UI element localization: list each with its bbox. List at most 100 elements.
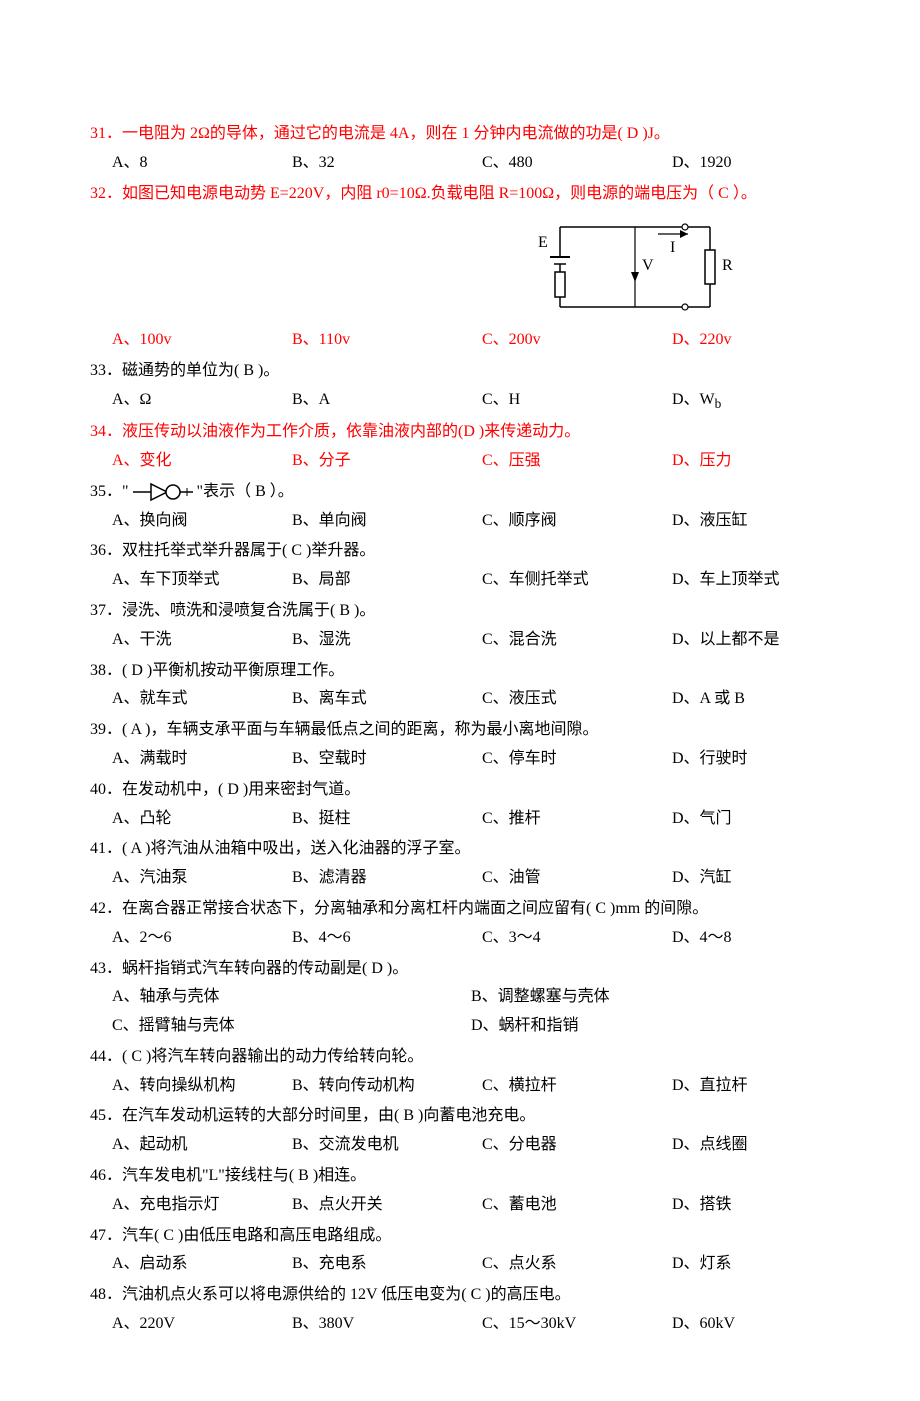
question-42: 42．在离合器正常接合状态下，分离轴承和分离杠杆内端面之间应留有( C )mm … (90, 895, 830, 953)
question-46: 46．汽车发电机"L"接线柱与( B )相连。 A、充电指示灯 B、点火开关 C… (90, 1162, 830, 1220)
question-text: 48．汽油机点火系可以将电源供给的 12V 低压电变为( C )的高压电。 (90, 1286, 571, 1303)
option-d: D、点线圈 (672, 1131, 748, 1160)
svg-text:E: E (538, 234, 548, 251)
option-b: B、点火开关 (292, 1191, 482, 1220)
option-a: A、8 (112, 149, 292, 178)
option-a: A、汽油泵 (112, 864, 292, 893)
option-c: C、混合洗 (482, 626, 672, 655)
option-c: C、480 (482, 149, 672, 178)
option-c: C、停车时 (482, 745, 672, 774)
question-33: 33．磁通势的单位为( B )。 A、Ω B、A C、H D、Wb (90, 357, 830, 416)
option-d: D、车上顶举式 (672, 566, 780, 595)
options-row: A、起动机 B、交流发电机 C、分电器 D、点线圈 (90, 1131, 830, 1160)
option-c: C、摇臂轴与壳体 (112, 1012, 471, 1041)
option-b: B、空载时 (292, 745, 482, 774)
options-row: A、100v B、110v C、200v D、220v (90, 326, 830, 355)
options-row: C、摇臂轴与壳体 D、蜗杆和指销 (90, 1012, 830, 1041)
option-b: B、调整螺塞与壳体 (471, 983, 830, 1012)
option-a: A、变化 (112, 447, 292, 476)
option-b: B、A (292, 386, 482, 416)
option-d: D、A 或 B (672, 685, 745, 714)
options-row: A、220V B、380V C、15～30kV D、60kV (90, 1310, 830, 1339)
option-a: A、220V (112, 1310, 292, 1339)
question-39: 39．( A )，车辆支承平面与车辆最低点之间的距离，称为最小离地间隙。 A、满… (90, 716, 830, 774)
options-row: A、凸轮 B、挺柱 C、推杆 D、气门 (90, 805, 830, 834)
option-d: D、以上都不是 (672, 626, 780, 655)
options-row: A、2～6 B、4～6 C、3～4 D、4～8 (90, 924, 830, 953)
question-36: 36．双柱托举式举升器属于( C )举升器。 A、车下顶举式 B、局部 C、车侧… (90, 537, 830, 595)
option-b: B、110v (292, 326, 482, 355)
option-c: C、200v (482, 326, 672, 355)
question-text: 36．双柱托举式举升器属于( C )举升器。 (90, 542, 375, 559)
option-d: D、蜗杆和指销 (471, 1012, 830, 1041)
question-text: 39．( A )，车辆支承平面与车辆最低点之间的距离，称为最小离地间隙。 (90, 721, 598, 738)
option-a: A、100v (112, 326, 292, 355)
option-d: D、气门 (672, 805, 732, 834)
options-row: A、满载时 B、空载时 C、停车时 D、行驶时 (90, 745, 830, 774)
option-a: A、Ω (112, 386, 292, 416)
option-c: C、蓄电池 (482, 1191, 672, 1220)
question-text: 33．磁通势的单位为( B )。 (90, 362, 279, 379)
question-text: 43．蜗杆指销式汽车转向器的传动副是( D )。 (90, 960, 408, 977)
svg-text:R: R (722, 257, 733, 274)
option-a: A、轴承与壳体 (112, 983, 471, 1012)
question-text: 38．( D )平衡机按动平衡原理工作。 (90, 662, 344, 679)
option-d: D、搭铁 (672, 1191, 732, 1220)
question-text: 41．( A )将汽油从油箱中吸出，送入化油器的浮子室。 (90, 840, 470, 857)
option-d: D、液压缸 (672, 507, 748, 536)
option-d: D、220v (672, 326, 732, 355)
option-d: D、60kV (672, 1310, 735, 1339)
question-text: 31．一电阻为 2Ω的导体，通过它的电流是 4A，则在 1 分钟内电流做的功是(… (90, 125, 670, 142)
options-row: A、换向阀 B、单向阀 C、顺序阀 D、液压缸 (90, 507, 830, 536)
option-b: B、单向阀 (292, 507, 482, 536)
option-b: B、充电系 (292, 1250, 482, 1279)
option-a: A、起动机 (112, 1131, 292, 1160)
option-c: C、推杆 (482, 805, 672, 834)
options-row: A、变化 B、分子 C、压强 D、压力 (90, 447, 830, 476)
option-c: C、顺序阀 (482, 507, 672, 536)
option-b: B、32 (292, 149, 482, 178)
question-32: 32．如图已知电源电动势 E=220V，内阻 r0=10Ω.负载电阻 R=100… (90, 180, 830, 356)
option-b: B、分子 (292, 447, 482, 476)
option-a: A、车下顶举式 (112, 566, 292, 595)
question-35: 35．" "表示（ B ）。 A、换向阀 B、单向阀 C、顺序阀 D、液压缸 (90, 478, 830, 536)
valve-symbol-icon (133, 480, 193, 504)
option-c: C、分电器 (482, 1131, 672, 1160)
svg-text:V: V (642, 257, 654, 274)
question-38: 38．( D )平衡机按动平衡原理工作。 A、就车式 B、离车式 C、液压式 D… (90, 657, 830, 715)
option-a: A、转向操纵机构 (112, 1072, 292, 1101)
question-41: 41．( A )将汽油从油箱中吸出，送入化油器的浮子室。 A、汽油泵 B、滤清器… (90, 835, 830, 893)
options-row: A、轴承与壳体 B、调整螺塞与壳体 (90, 983, 830, 1012)
option-c: C、车侧托举式 (482, 566, 672, 595)
option-c: C、压强 (482, 447, 672, 476)
question-text: 37．浸洗、喷洗和浸喷复合洗属于( B )。 (90, 602, 375, 619)
option-b: B、局部 (292, 566, 482, 595)
option-d: D、汽缸 (672, 864, 732, 893)
option-d: D、1920 (672, 149, 732, 178)
options-row: A、充电指示灯 B、点火开关 C、蓄电池 D、搭铁 (90, 1191, 830, 1220)
option-b: B、4～6 (292, 924, 482, 953)
option-c: C、15～30kV (482, 1310, 672, 1339)
option-a: A、凸轮 (112, 805, 292, 834)
option-b: B、转向传动机构 (292, 1072, 482, 1101)
option-a: A、2～6 (112, 924, 292, 953)
question-text: 47．汽车( C )由低压电路和高压电路组成。 (90, 1227, 391, 1244)
question-text: 34．液压传动以油液作为工作介质，依靠油液内部的(D )来传递动力。 (90, 423, 580, 440)
option-b: B、滤清器 (292, 864, 482, 893)
svg-text:I: I (670, 239, 675, 256)
question-37: 37．浸洗、喷洗和浸喷复合洗属于( B )。 A、干洗 B、湿洗 C、混合洗 D… (90, 597, 830, 655)
question-text: 46．汽车发电机"L"接线柱与( B )相连。 (90, 1167, 366, 1184)
option-b: B、交流发电机 (292, 1131, 482, 1160)
question-45: 45．在汽车发动机运转的大部分时间里，由( B )向蓄电池充电。 A、起动机 B… (90, 1102, 830, 1160)
option-c: C、3～4 (482, 924, 672, 953)
options-row: A、转向操纵机构 B、转向传动机构 C、横拉杆 D、直拉杆 (90, 1072, 830, 1101)
question-text: 42．在离合器正常接合状态下，分离轴承和分离杠杆内端面之间应留有( C )mm … (90, 900, 708, 917)
question-44: 44．( C )将汽车转向器输出的动力传给转向轮。 A、转向操纵机构 B、转向传… (90, 1043, 830, 1101)
question-text: 35．" (90, 483, 129, 500)
question-48: 48．汽油机点火系可以将电源供给的 12V 低压电变为( C )的高压电。 A、… (90, 1281, 830, 1339)
options-row: A、8 B、32 C、480 D、1920 (90, 149, 830, 178)
question-31: 31．一电阻为 2Ω的导体，通过它的电流是 4A，则在 1 分钟内电流做的功是(… (90, 120, 830, 178)
options-row: A、启动系 B、充电系 C、点火系 D、灯系 (90, 1250, 830, 1279)
option-b: B、离车式 (292, 685, 482, 714)
options-row: A、干洗 B、湿洗 C、混合洗 D、以上都不是 (90, 626, 830, 655)
